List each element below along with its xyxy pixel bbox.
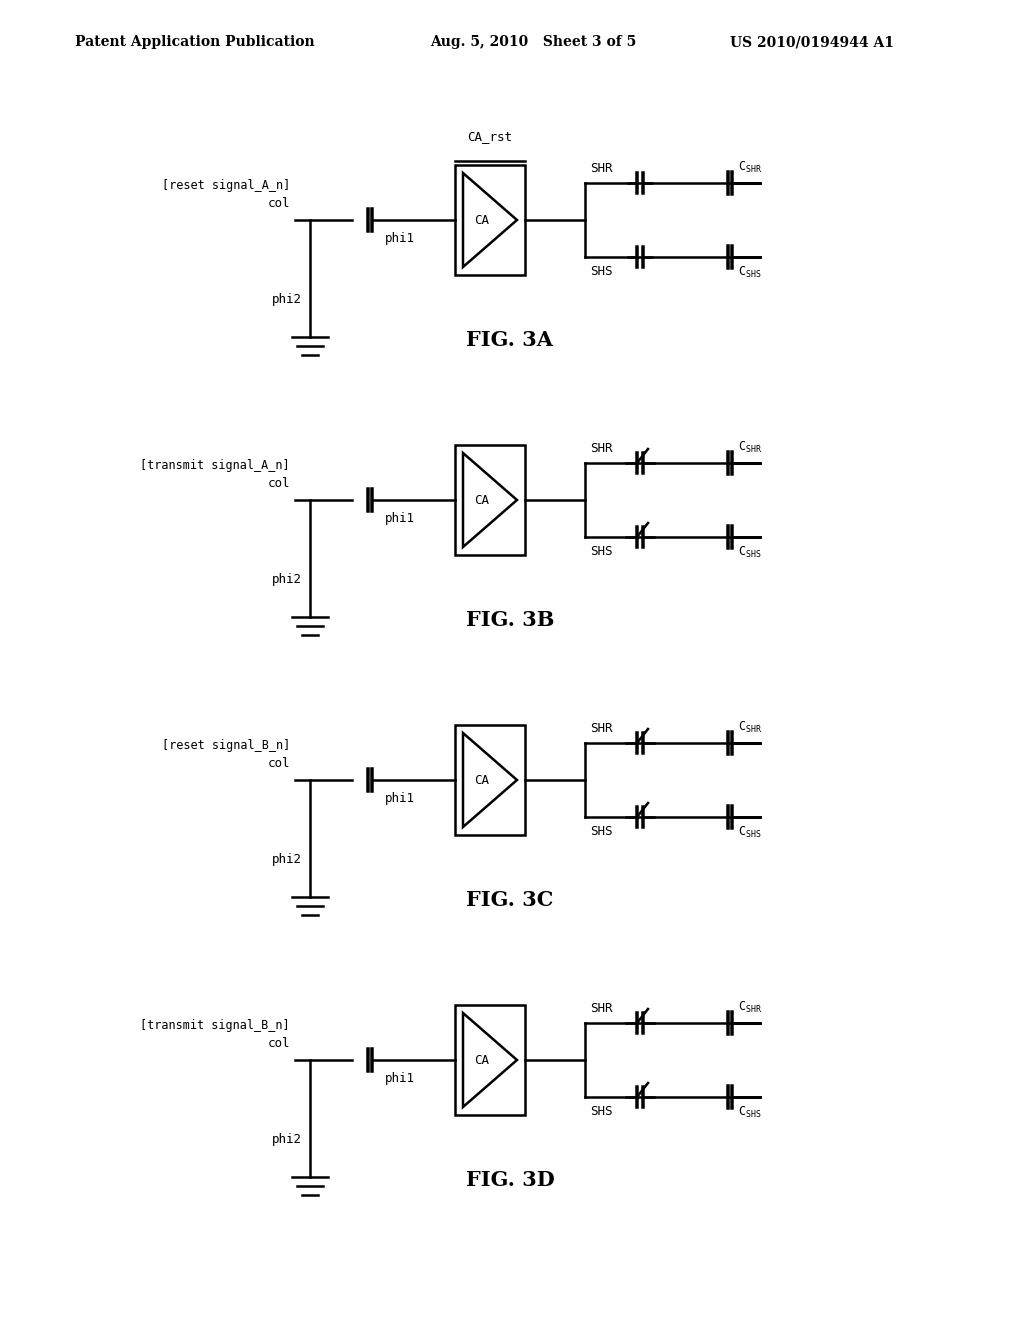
Text: col: col — [267, 197, 290, 210]
Bar — [455, 445, 525, 554]
Text: FIG. 3D: FIG. 3D — [466, 1170, 554, 1191]
Text: CA_rst: CA_rst — [468, 129, 512, 143]
Text: [transmit signal_B_n]: [transmit signal_B_n] — [140, 1019, 290, 1032]
Text: SHR: SHR — [590, 1002, 612, 1015]
Text: CA: CA — [474, 774, 489, 787]
Text: C$_{\mathregular{SHR}}$: C$_{\mathregular{SHR}}$ — [738, 719, 762, 735]
Text: US 2010/0194944 A1: US 2010/0194944 A1 — [730, 36, 894, 49]
Text: phi2: phi2 — [272, 293, 302, 306]
Text: CA: CA — [474, 214, 489, 227]
Text: SHS: SHS — [590, 545, 612, 558]
Text: col: col — [267, 1038, 290, 1049]
Text: CA: CA — [474, 494, 489, 507]
Text: SHS: SHS — [590, 1105, 612, 1118]
Bar — [455, 725, 525, 836]
Text: col: col — [267, 477, 290, 490]
Text: SHS: SHS — [590, 265, 612, 279]
Text: C$_{\mathregular{SHS}}$: C$_{\mathregular{SHS}}$ — [738, 265, 762, 280]
Text: C$_{\mathregular{SHS}}$: C$_{\mathregular{SHS}}$ — [738, 1105, 762, 1121]
Text: col: col — [267, 756, 290, 770]
Text: phi2: phi2 — [272, 1134, 302, 1147]
Text: phi2: phi2 — [272, 854, 302, 866]
Text: [transmit signal_A_n]: [transmit signal_A_n] — [140, 459, 290, 473]
Text: phi2: phi2 — [272, 573, 302, 586]
Text: C$_{\mathregular{SHR}}$: C$_{\mathregular{SHR}}$ — [738, 160, 762, 176]
Text: SHS: SHS — [590, 825, 612, 838]
Text: Aug. 5, 2010   Sheet 3 of 5: Aug. 5, 2010 Sheet 3 of 5 — [430, 36, 636, 49]
Text: C$_{\mathregular{SHS}}$: C$_{\mathregular{SHS}}$ — [738, 825, 762, 840]
Text: phi1: phi1 — [385, 512, 415, 525]
Text: CA: CA — [474, 1053, 489, 1067]
Text: phi1: phi1 — [385, 232, 415, 246]
Text: SHR: SHR — [590, 722, 612, 735]
Text: FIG. 3B: FIG. 3B — [466, 610, 554, 630]
Bar — [455, 165, 525, 275]
Bar — [455, 1005, 525, 1115]
Text: [reset signal_B_n]: [reset signal_B_n] — [162, 739, 290, 752]
Text: FIG. 3A: FIG. 3A — [467, 330, 554, 350]
Text: phi1: phi1 — [385, 792, 415, 805]
Text: C$_{\mathregular{SHS}}$: C$_{\mathregular{SHS}}$ — [738, 545, 762, 560]
Text: SHR: SHR — [590, 442, 612, 455]
Text: SHR: SHR — [590, 162, 612, 176]
Text: [reset signal_A_n]: [reset signal_A_n] — [162, 180, 290, 191]
Text: FIG. 3C: FIG. 3C — [466, 890, 554, 909]
Text: C$_{\mathregular{SHR}}$: C$_{\mathregular{SHR}}$ — [738, 440, 762, 455]
Text: C$_{\mathregular{SHR}}$: C$_{\mathregular{SHR}}$ — [738, 1001, 762, 1015]
Text: phi1: phi1 — [385, 1072, 415, 1085]
Text: Patent Application Publication: Patent Application Publication — [75, 36, 314, 49]
